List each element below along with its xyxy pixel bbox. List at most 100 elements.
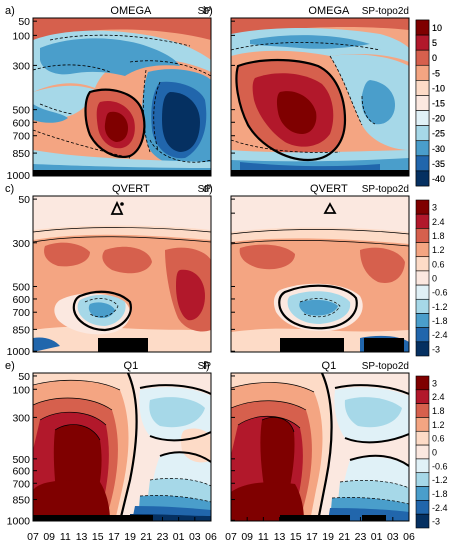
panel-subtitle: SP-topo2d [362, 184, 409, 195]
colorbar-label: -1.8 [432, 489, 448, 499]
colorbar-label: -25 [432, 129, 445, 139]
colorbar-swatch [415, 389, 430, 404]
colorbar-swatch [415, 19, 430, 36]
colorbar-label: 5 [432, 38, 437, 48]
y-tick-label: 500 [12, 454, 30, 466]
colorbar-label: 0 [432, 53, 437, 63]
colorbar-swatch [415, 140, 430, 157]
y-tick-label: 1000 [7, 170, 31, 182]
colorbar-label: -35 [432, 159, 445, 169]
colorbar-swatch [415, 80, 430, 96]
colorbar-label: 10 [432, 23, 442, 33]
colorbar-swatch [415, 199, 430, 215]
colorbar-label: 10 [432, 23, 442, 33]
panel-subtitle: SP-topo2d [362, 361, 409, 372]
panel-subtitle: SP-topo2d [362, 6, 409, 17]
panel-title: QVERT [310, 183, 348, 195]
x-tick-label: 15 [92, 531, 104, 543]
colorbar-label: 1.8 [432, 231, 445, 241]
colorbar-swatch [415, 284, 430, 300]
colorbar-label: -15 [432, 99, 445, 109]
x-axes: 07 09 11 13 15 17 19 21 23 01 03 06 07 09 11 13 15 17 19 21… [27, 517, 415, 543]
panel-a [32, 17, 212, 177]
panel-title: QVERT [112, 183, 150, 195]
y-tick-label: 100 [12, 30, 30, 42]
panel-f [230, 372, 410, 522]
x-tick-label: 13 [76, 531, 88, 543]
colorbar-label: -10 [432, 83, 445, 93]
colorbar-label: 0 [432, 53, 437, 63]
colorbar-swatch [415, 110, 430, 126]
panel-title: Q1 [124, 360, 139, 372]
x-tick-label: 21 [140, 531, 152, 543]
colorbar-swatch [415, 213, 430, 229]
y-tick-label: 1000 [7, 346, 31, 358]
panel-c [32, 195, 212, 353]
x-tick-label: 11 [258, 531, 269, 543]
x-tick-label: 23 [355, 531, 367, 543]
y-tick-label: 600 [12, 466, 30, 478]
y-tick-label: 300 [12, 238, 30, 250]
colorbar-swatch [415, 228, 430, 243]
x-tick-label: 01 [173, 531, 185, 543]
x-tick-label: 01 [371, 531, 383, 543]
colorbar-label: -2.4 [432, 503, 448, 513]
x-tick-label: 03 [189, 531, 201, 543]
y-tick-label: 700 [12, 131, 30, 143]
panel-subtitle: SP [198, 184, 212, 195]
y-tick-label: 850 [12, 495, 30, 507]
colorbar-swatch [415, 170, 430, 187]
colorbar-swatch [415, 341, 430, 357]
colorbar-swatch [415, 242, 430, 258]
colorbar-swatch [415, 430, 430, 446]
colorbar-swatch [415, 417, 430, 432]
colorbar-swatch [415, 270, 430, 286]
panel-title: OMEGA [308, 5, 350, 17]
colorbar-swatch [415, 500, 430, 515]
colorbar-swatch [415, 34, 430, 51]
y-tick-label: 300 [12, 412, 30, 424]
colorbar-label: -5 [432, 68, 440, 78]
y-tick-label: 700 [12, 478, 30, 490]
panel-title: OMEGA [110, 5, 152, 17]
y-tick-label: 850 [12, 148, 30, 160]
colorbar-label: -15 [432, 99, 445, 109]
y-tick-label: 600 [12, 294, 30, 306]
y-axes: 5010030050060070085010005030050060070085… [7, 16, 235, 527]
panel-d [230, 195, 410, 353]
x-tick-label: 07 [225, 531, 237, 543]
x-tick-label: 07 [27, 531, 39, 543]
x-tick-label: 11 [60, 531, 71, 543]
colorbar-swatch [415, 155, 430, 172]
panel-label: e) [5, 360, 15, 372]
colorbar-label: 3 [432, 203, 437, 213]
panel-subtitle: SP [198, 361, 212, 372]
colorbar-label: -40 [432, 174, 445, 184]
colorbar-label: -10 [432, 83, 445, 93]
colorbar-label: 0.6 [432, 259, 445, 269]
y-tick-label: 300 [12, 60, 30, 72]
colorbar-label: -30 [432, 144, 445, 154]
colorbar-swatch [415, 64, 430, 81]
colorbar-swatch [415, 472, 430, 487]
colorbar-swatch [415, 375, 430, 391]
y-tick-label: 500 [12, 281, 30, 293]
panel-label: a) [5, 5, 15, 17]
y-tick-label: 500 [12, 105, 30, 117]
x-tick-label: 19 [322, 531, 334, 543]
x-tick-label: 17 [306, 531, 318, 543]
y-tick-label: 850 [12, 324, 30, 336]
x-tick-label: 15 [290, 531, 302, 543]
x-tick-label: 23 [157, 531, 169, 543]
y-tick-label: 100 [12, 384, 30, 396]
colorbar-label: 1.2 [432, 245, 445, 255]
colorbar-swatch [415, 313, 430, 328]
colorbar-label: 0 [432, 448, 437, 458]
colorbar-label: -3 [432, 517, 440, 527]
y-tick-label: 50 [18, 194, 30, 206]
x-tick-label: 13 [274, 531, 286, 543]
colorbar-label: 5 [432, 38, 437, 48]
panel-title: Q1 [322, 360, 337, 372]
